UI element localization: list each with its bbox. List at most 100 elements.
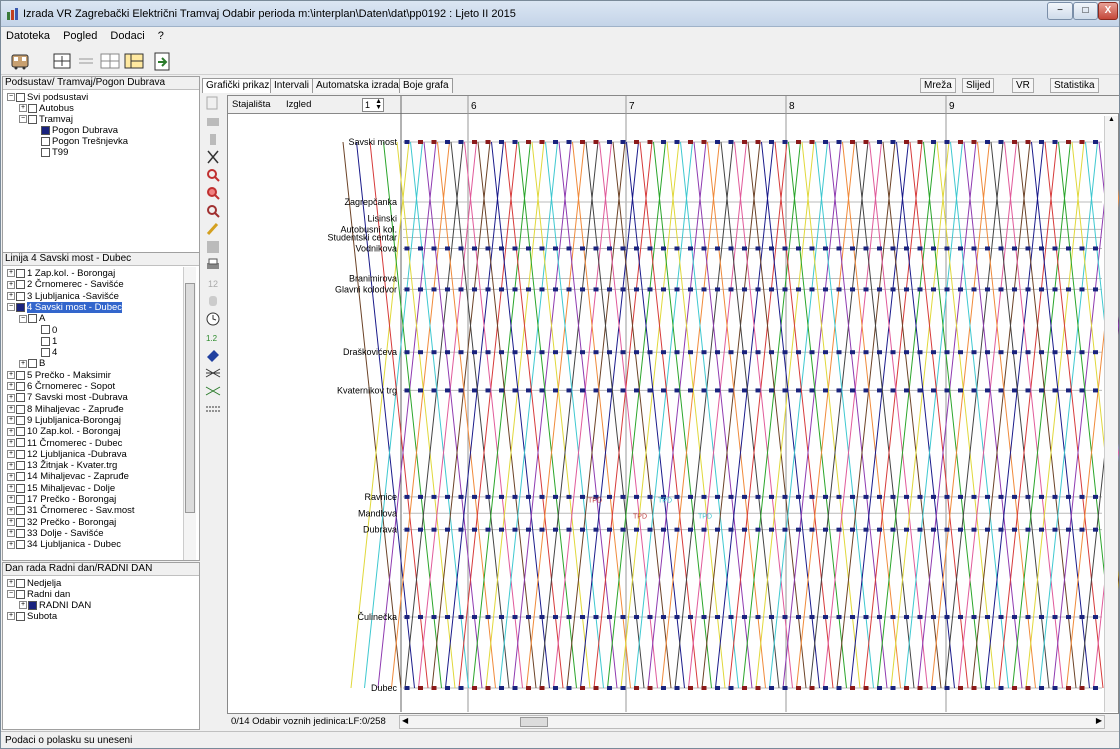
tree-item[interactable]: − Svi podsustavi <box>7 92 88 104</box>
tree-checkbox[interactable] <box>16 302 25 312</box>
grid-add-icon[interactable] <box>51 50 73 72</box>
tree-item[interactable]: +34 Ljubljanica - Dubec <box>7 539 121 551</box>
tree-item[interactable]: +11 Črnomerec - Dubec <box>7 438 122 450</box>
tree-checkbox[interactable] <box>16 427 25 437</box>
expand-icon[interactable]: + <box>7 579 15 588</box>
eraser-icon[interactable] <box>204 347 222 363</box>
tree-checkbox[interactable] <box>16 268 25 278</box>
tab-graficki-prikaz[interactable]: Grafički prikaz <box>202 78 274 93</box>
tree-item[interactable]: Pogon Trešnjevka <box>31 136 128 148</box>
expand-icon[interactable]: + <box>7 269 15 278</box>
tree-item[interactable]: + RADNI DAN <box>19 600 91 612</box>
tree-checkbox[interactable] <box>41 136 50 146</box>
find-icon[interactable] <box>204 167 222 183</box>
tree-item[interactable]: +15 Mihaljevac - Dolje <box>7 483 115 495</box>
expand-icon[interactable]: + <box>7 292 15 301</box>
tab-automatska-izrada[interactable]: Automatska izrada <box>312 78 403 93</box>
tree-item[interactable]: + Subota <box>7 611 57 623</box>
tree-checkbox[interactable] <box>16 517 25 527</box>
menu-datoteka[interactable]: Datoteka <box>6 30 51 42</box>
swap-icon[interactable] <box>75 50 97 72</box>
expand-icon[interactable]: + <box>7 438 15 447</box>
tree-item[interactable]: +8 Mihaljevac - Zapruđe <box>7 404 124 416</box>
layout-table-icon[interactable] <box>99 50 121 72</box>
scroll-right-icon[interactable]: ▶ <box>1095 716 1102 725</box>
tab-intervali[interactable]: Intervali <box>270 78 314 93</box>
minimize-button[interactable]: − <box>1047 2 1073 20</box>
tab-boje-grafa[interactable]: Boje grafa <box>399 78 453 93</box>
folder-icon[interactable] <box>204 113 222 129</box>
tree-item[interactable]: +14 Mihaljevac - Zapruđe <box>7 471 129 483</box>
linija-scrollbar[interactable] <box>183 267 196 560</box>
tram-icon[interactable] <box>9 50 31 72</box>
tree-checkbox[interactable] <box>16 404 25 414</box>
cross-lines-icon[interactable] <box>204 383 222 399</box>
tree-item[interactable]: 0 <box>31 325 57 337</box>
tree-item[interactable]: +1 Zap.kol. - Borongaj <box>7 268 115 280</box>
trash-icon[interactable] <box>204 131 222 147</box>
expand-icon[interactable]: + <box>7 484 15 493</box>
expand-icon[interactable]: + <box>7 382 15 391</box>
tree-item[interactable]: +17 Prečko - Borongaj <box>7 494 116 506</box>
tree-item[interactable]: +5 Prečko - Maksimir <box>7 370 111 382</box>
expand-icon[interactable]: + <box>19 359 27 368</box>
schedule-icon[interactable] <box>204 401 222 417</box>
scroll-left-icon[interactable]: ◀ <box>402 716 409 725</box>
tree-checkbox[interactable] <box>16 483 25 493</box>
tree-item[interactable]: +31 Črnomerec - Sav.most <box>7 505 135 517</box>
tree-checkbox[interactable] <box>16 381 25 391</box>
hscroll-thumb[interactable] <box>520 717 548 727</box>
tree-item[interactable]: +6 Črnomerec - Sopot <box>7 381 115 393</box>
tree-item[interactable]: + B <box>19 358 45 370</box>
tree-item[interactable]: +9 Ljubljanica-Borongaj <box>7 415 121 427</box>
tree-item[interactable]: +10 Zap.kol. - Borongaj <box>7 426 120 438</box>
expand-icon[interactable]: + <box>7 450 15 459</box>
maximize-button[interactable]: □ <box>1073 2 1098 20</box>
collapse-icon[interactable]: − <box>7 590 15 599</box>
tab-mreza[interactable]: Mreža <box>920 78 956 93</box>
tree-item[interactable]: +33 Dolje - Savišće <box>7 528 104 540</box>
tree-item[interactable]: +7 Savski most -Dubrava <box>7 392 128 404</box>
tree-checkbox[interactable] <box>16 415 25 425</box>
tree-checkbox[interactable] <box>28 600 37 610</box>
tree-item[interactable]: + Autobus <box>19 103 74 115</box>
expand-icon[interactable]: + <box>7 518 15 527</box>
tree-item[interactable]: 1 <box>31 336 57 348</box>
tree-checkbox[interactable] <box>41 348 50 358</box>
collapse-icon[interactable]: − <box>7 303 15 312</box>
expand-icon[interactable]: + <box>7 461 15 470</box>
expand-icon[interactable]: + <box>7 371 15 380</box>
tree-checkbox[interactable] <box>41 147 50 157</box>
tree-item[interactable]: 4 <box>31 347 57 359</box>
tree-checkbox[interactable] <box>16 540 25 550</box>
close-button[interactable]: X <box>1098 2 1118 20</box>
tree-checkbox[interactable] <box>16 589 25 599</box>
tree-checkbox[interactable] <box>16 393 25 403</box>
expand-icon[interactable]: + <box>7 280 15 289</box>
tree-checkbox[interactable] <box>16 449 25 459</box>
tree-item[interactable]: − Radni dan <box>7 589 70 601</box>
tree-checkbox[interactable] <box>28 359 37 369</box>
tree-checkbox[interactable] <box>16 461 25 471</box>
pencil-icon[interactable] <box>204 221 222 237</box>
tree-checkbox[interactable] <box>41 125 50 135</box>
tree-item[interactable]: − 4 Savski most - Dubec <box>7 301 123 314</box>
tree-item[interactable]: − Tramvaj <box>19 114 73 126</box>
tree-checkbox[interactable] <box>16 506 25 516</box>
spinner-arrows-icon[interactable]: ▲ ▼ <box>375 98 382 111</box>
tree-item[interactable]: +32 Prečko - Borongaj <box>7 517 116 529</box>
tree-item[interactable]: +12 Ljubljanica -Dubrava <box>7 449 127 461</box>
expand-icon[interactable]: + <box>7 529 15 538</box>
tree-item[interactable]: +3 Ljubljanica -Savišće <box>7 291 119 303</box>
tree-checkbox[interactable] <box>16 528 25 538</box>
expand-icon[interactable]: + <box>7 472 15 481</box>
expand-icon[interactable]: + <box>7 393 15 402</box>
tree-checkbox[interactable] <box>41 325 50 335</box>
menu-dodaci[interactable]: Dodaci <box>110 30 145 42</box>
tree-item[interactable]: T99 <box>31 147 68 159</box>
collapse-icon[interactable]: − <box>7 93 15 102</box>
tree-item[interactable]: − A <box>19 313 45 325</box>
graph-hscroll[interactable]: ◀ ▶ <box>399 715 1105 729</box>
tree-checkbox[interactable] <box>16 370 25 380</box>
timetable-graph[interactable]: 6 7 8 9 TPD TPD TPD TPD Savski most Zagrepčanka Li… <box>228 96 1120 712</box>
